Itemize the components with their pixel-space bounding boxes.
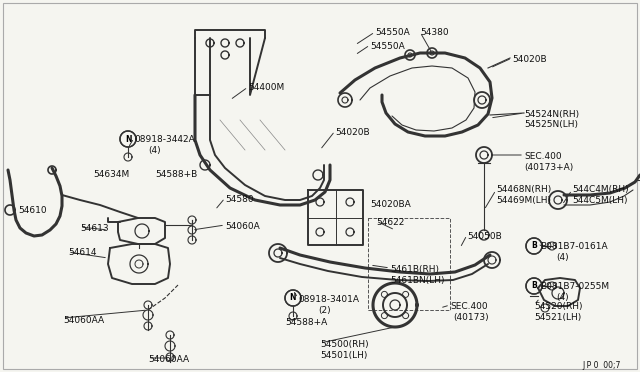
Polygon shape <box>285 290 301 306</box>
Text: (4): (4) <box>556 253 568 262</box>
Text: 544C4M(RH): 544C4M(RH) <box>572 185 628 194</box>
Text: N: N <box>290 294 296 302</box>
Text: 54610: 54610 <box>18 206 47 215</box>
Text: 54622: 54622 <box>376 218 404 227</box>
Text: 54060AA: 54060AA <box>63 316 104 325</box>
Text: 54634M: 54634M <box>93 170 129 179</box>
Text: 544C5M(LH): 544C5M(LH) <box>572 196 627 205</box>
Text: (40173+A): (40173+A) <box>524 163 573 172</box>
Text: 54614: 54614 <box>68 248 97 257</box>
Text: 54521(LH): 54521(LH) <box>534 313 581 322</box>
Text: 54060A: 54060A <box>225 222 260 231</box>
Text: (4): (4) <box>148 146 161 155</box>
Text: (40173): (40173) <box>453 313 488 322</box>
Text: 54520(RH): 54520(RH) <box>534 302 582 311</box>
Text: 54588+A: 54588+A <box>285 318 327 327</box>
Text: 5461B(RH): 5461B(RH) <box>390 265 439 274</box>
Text: 54613: 54613 <box>80 224 109 233</box>
Text: 54400M: 54400M <box>248 83 284 92</box>
Text: SEC.400: SEC.400 <box>524 152 562 161</box>
Text: 54550A: 54550A <box>375 28 410 37</box>
Text: 54525N(LH): 54525N(LH) <box>524 120 578 129</box>
Text: 54500(RH): 54500(RH) <box>320 340 369 349</box>
Text: (4): (4) <box>556 293 568 302</box>
Text: 54469M(LH): 54469M(LH) <box>496 196 551 205</box>
Text: 54060AA: 54060AA <box>148 355 189 364</box>
Text: J P 0  00;7: J P 0 00;7 <box>582 361 620 370</box>
Text: 54550A: 54550A <box>370 42 404 51</box>
Text: 54050B: 54050B <box>467 232 502 241</box>
Text: 08918-3442A: 08918-3442A <box>134 135 195 144</box>
Text: B: B <box>531 241 537 250</box>
Text: B081B7-0161A: B081B7-0161A <box>540 242 607 251</box>
Text: B081B7-0255M: B081B7-0255M <box>540 282 609 291</box>
Text: 54580: 54580 <box>225 195 253 204</box>
Text: N: N <box>125 135 131 144</box>
Text: 54588+B: 54588+B <box>155 170 197 179</box>
Text: 54380: 54380 <box>420 28 449 37</box>
Polygon shape <box>120 131 136 147</box>
Text: 54020B: 54020B <box>335 128 370 137</box>
Text: B: B <box>531 282 537 291</box>
Text: 08918-3401A: 08918-3401A <box>298 295 359 304</box>
Text: SEC.400: SEC.400 <box>450 302 488 311</box>
Text: 54501(LH): 54501(LH) <box>320 351 367 360</box>
Text: 5461BN(LH): 5461BN(LH) <box>390 276 445 285</box>
Polygon shape <box>526 238 542 254</box>
Text: (2): (2) <box>318 306 331 315</box>
Polygon shape <box>526 278 542 294</box>
Text: 54020BA: 54020BA <box>370 200 411 209</box>
Text: 54524N(RH): 54524N(RH) <box>524 110 579 119</box>
Text: 54020B: 54020B <box>512 55 547 64</box>
Text: 54468N(RH): 54468N(RH) <box>496 185 551 194</box>
